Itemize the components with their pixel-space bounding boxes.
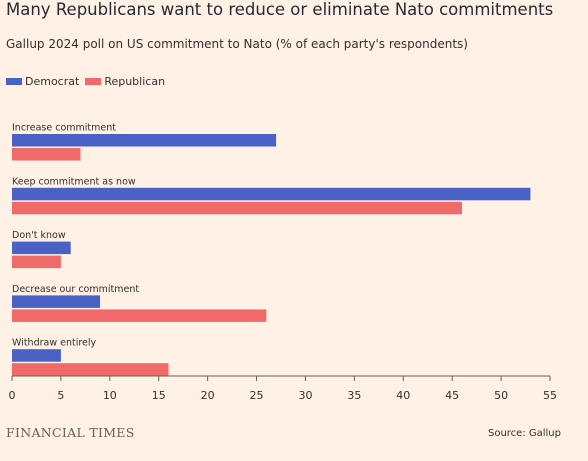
bars [12, 134, 531, 376]
bar-democrat [12, 349, 61, 362]
x-tick-label: 50 [494, 389, 508, 402]
chart-legend: Democrat Republican [6, 75, 171, 88]
category-labels: Increase commitment Keep commitment as no… [12, 123, 139, 349]
x-tick-label: 35 [347, 389, 361, 402]
category-label: Don't know [12, 230, 66, 241]
legend-swatch-republican [85, 78, 102, 85]
category-label: Keep commitment as now [12, 176, 136, 187]
x-tick-label: 55 [543, 389, 557, 402]
x-tick-label: 20 [201, 389, 215, 402]
bar-democrat [12, 187, 531, 201]
bar-democrat [12, 295, 101, 308]
x-axis: 0 5 10 15 20 25 30 35 40 45 50 55 [9, 375, 557, 402]
brand-logo: FINANCIAL TIMES [6, 425, 135, 440]
x-tick-label: 40 [396, 389, 410, 402]
category-label: Decrease our commitment [12, 284, 139, 295]
bar-republican [12, 363, 169, 376]
source-note: Source: Gallup [487, 428, 561, 439]
x-tick-label: 15 [152, 389, 166, 402]
legend-swatch-democrat [6, 78, 22, 85]
chart-subtitle: Gallup 2024 poll on US commitment to Nat… [6, 37, 468, 51]
x-tick-label: 30 [298, 389, 312, 402]
legend-label-democrat: Democrat [25, 75, 80, 88]
x-tick-label: 10 [103, 389, 117, 402]
bar-republican [12, 255, 61, 269]
bar-republican [12, 309, 267, 322]
chart-title: Many Republicans want to reduce or elimi… [6, 0, 554, 19]
bar-democrat [12, 241, 71, 255]
category-label: Withdraw entirely [12, 338, 97, 349]
legend-item-democrat: Democrat [6, 75, 79, 88]
bar-democrat [12, 134, 277, 147]
x-tick-label: 45 [445, 389, 459, 402]
category-label: Increase commitment [12, 123, 116, 134]
x-tick-label: 25 [250, 389, 264, 402]
bar-republican [12, 201, 462, 215]
legend-item-republican: Republican [85, 75, 165, 88]
bar-republican [12, 148, 81, 161]
x-tick-label: 0 [9, 389, 16, 402]
legend-label-republican: Republican [104, 75, 166, 88]
x-tick-label: 5 [57, 389, 64, 402]
